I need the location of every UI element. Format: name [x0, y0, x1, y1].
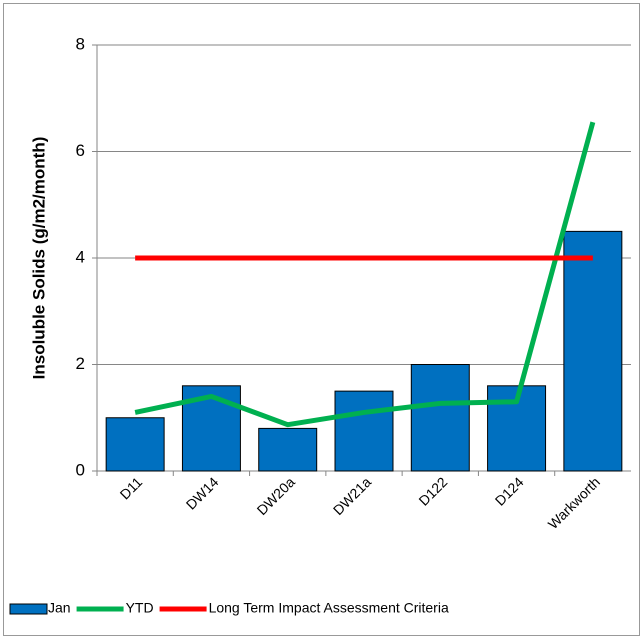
y-tick-label: 6 [76, 141, 85, 160]
legend-label: YTD [126, 600, 154, 616]
bar [105, 417, 165, 472]
y-tick-label: 4 [76, 247, 85, 266]
y-tick-label: 8 [76, 34, 85, 53]
legend-label: Long Term Impact Assessment Criteria [209, 600, 449, 616]
bar [334, 390, 394, 472]
y-tick-label: 0 [76, 460, 85, 479]
legend-swatch [9, 603, 48, 615]
bar [258, 427, 318, 472]
y-tick-label: 2 [76, 354, 85, 373]
legend-label: Jan [48, 600, 71, 616]
line [134, 121, 596, 428]
bar [410, 364, 470, 472]
y-axis-label: Insoluble Solids (g/m2/month) [29, 137, 48, 380]
bar [563, 230, 623, 472]
chart-border [3, 3, 640, 636]
